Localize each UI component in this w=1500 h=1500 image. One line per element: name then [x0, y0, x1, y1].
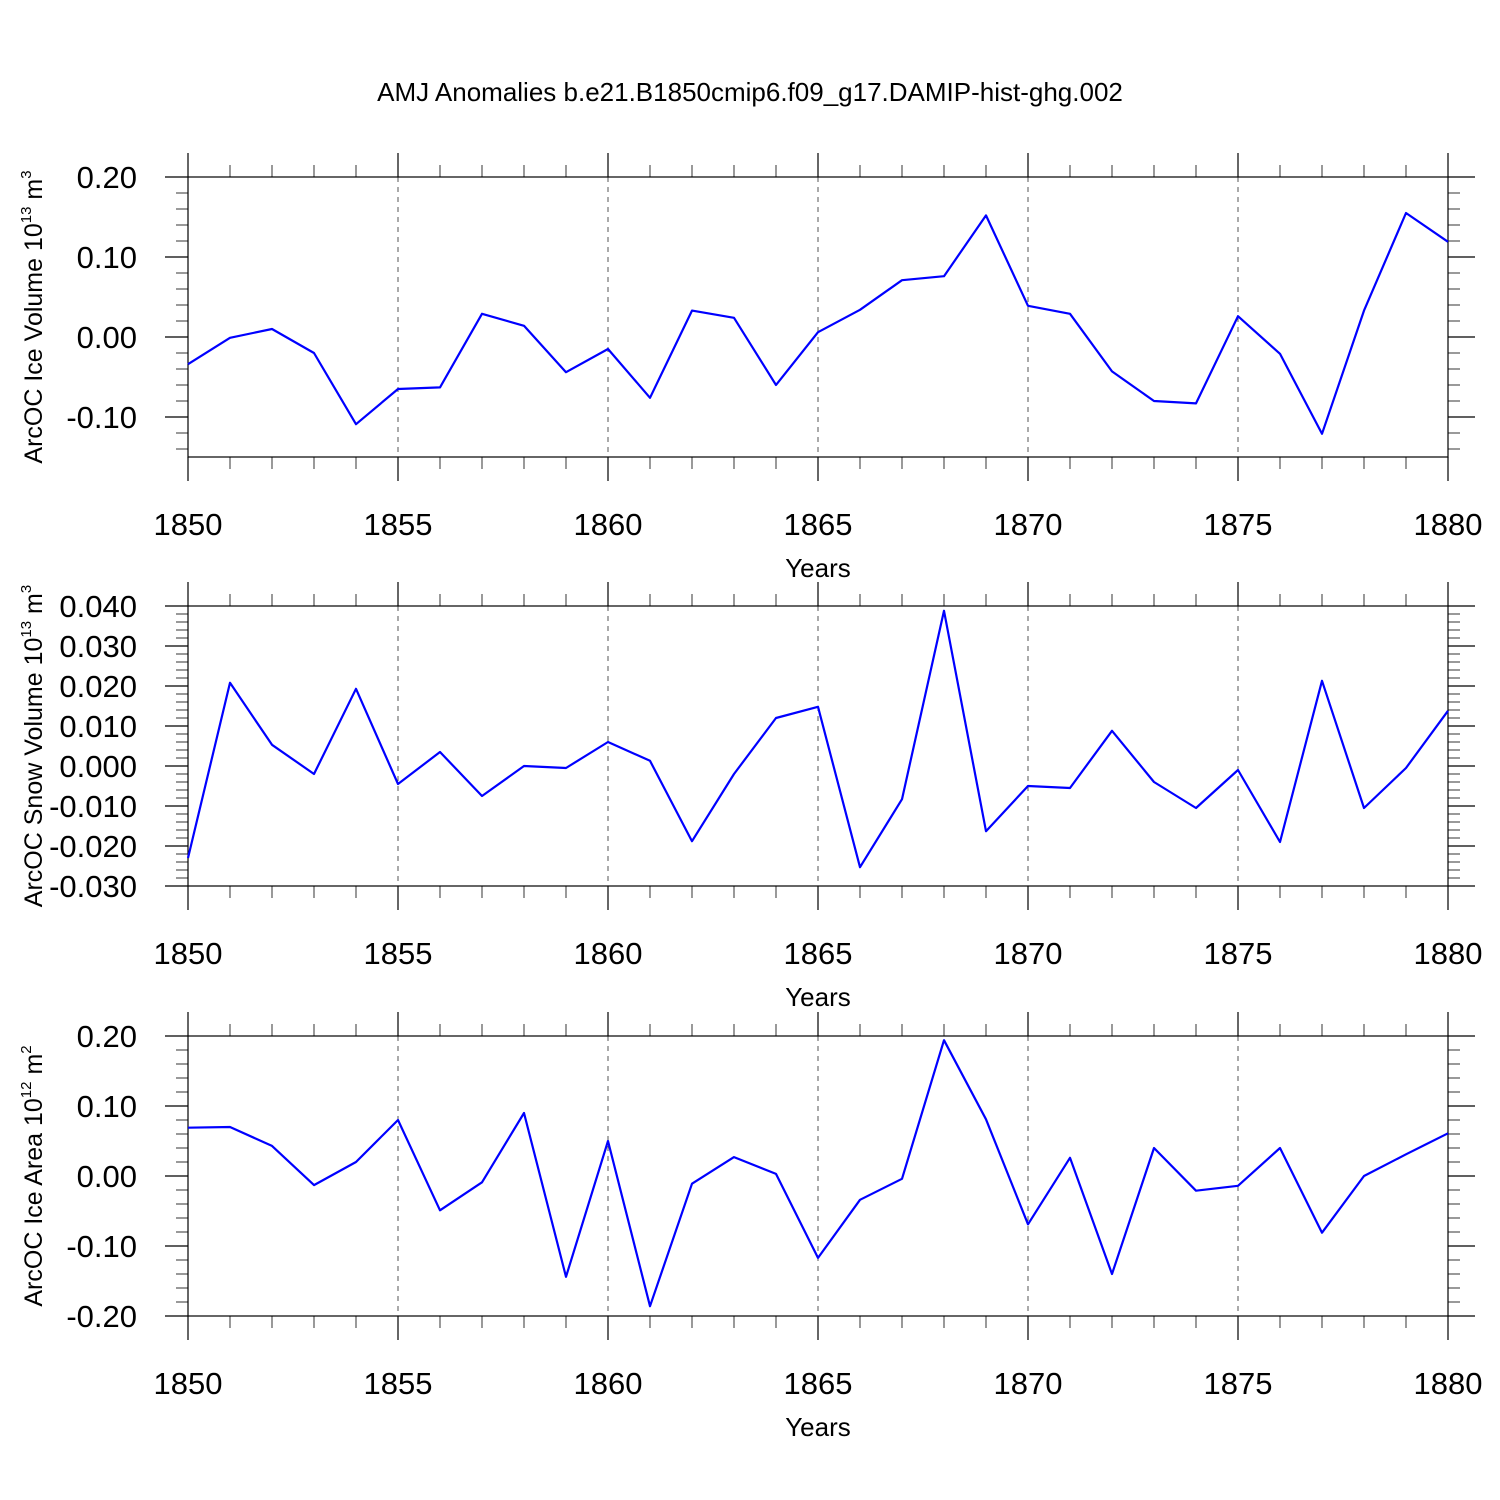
x-tick-label: 1870: [994, 936, 1063, 971]
x-axis-title: Years: [785, 553, 851, 583]
y-axis-title-superscript: 13: [18, 621, 35, 638]
x-tick-label: 1855: [364, 507, 433, 542]
x-tick-label: 1865: [784, 507, 853, 542]
y-axis-title-superscript: 3: [18, 170, 35, 178]
plot-frame: [187, 176, 1449, 458]
y-axis-title-superscript: 3: [18, 585, 35, 593]
x-tick-label: 1875: [1204, 936, 1273, 971]
data-line: [187, 1039, 1449, 1308]
plot-frame: [187, 1035, 1449, 1317]
y-tick-label: 0.010: [59, 709, 137, 744]
x-tick-label: 1880: [1414, 936, 1483, 971]
y-axis-title-superscript: 12: [18, 1082, 35, 1099]
y-tick-label: 0.20: [77, 160, 137, 195]
x-tick-label: 1870: [994, 1366, 1063, 1401]
x-tick-label: 1880: [1414, 1366, 1483, 1401]
y-tick-label: 0.000: [59, 749, 137, 784]
x-tick-label: 1875: [1204, 507, 1273, 542]
y-axis-title-part: ArcOC Snow Volume 10: [20, 638, 48, 908]
x-tick-label: 1875: [1204, 1366, 1273, 1401]
x-tick-label: 1850: [154, 507, 223, 542]
y-axis-title: ArcOC Ice Area 1012 m2: [18, 1045, 48, 1306]
y-axis-title: ArcOC Snow Volume 1013 m3: [18, 585, 48, 907]
y-axis-title: ArcOC Ice Volume 1013 m3: [18, 170, 48, 463]
x-tick-label: 1855: [364, 936, 433, 971]
x-tick-label: 1870: [994, 507, 1063, 542]
plot-frame: [187, 605, 1449, 887]
y-tick-label: -0.10: [66, 400, 137, 435]
y-axis-title-superscript: 2: [18, 1045, 35, 1053]
y-axis-title-part: m: [20, 1054, 48, 1082]
x-tick-label: 1850: [154, 936, 223, 971]
x-tick-label: 1855: [364, 1366, 433, 1401]
x-tick-label: 1860: [574, 507, 643, 542]
x-tick-label: 1850: [154, 1366, 223, 1401]
y-tick-label: 0.020: [59, 669, 137, 704]
y-axis-title-part: m: [20, 593, 48, 621]
y-tick-label: -0.10: [66, 1229, 137, 1264]
data-line: [187, 211, 1449, 435]
y-tick-label: -0.010: [49, 789, 137, 824]
y-axis-title-superscript: 13: [18, 207, 35, 224]
x-tick-label: 1880: [1414, 507, 1483, 542]
x-axis-title: Years: [785, 982, 851, 1012]
y-tick-label: 0.030: [59, 629, 137, 664]
x-tick-label: 1860: [574, 936, 643, 971]
data-line: [186, 609, 1449, 869]
x-tick-label: 1860: [574, 1366, 643, 1401]
y-tick-label: 0.10: [77, 1089, 137, 1124]
y-tick-label: -0.030: [49, 869, 137, 904]
y-tick-label: 0.10: [77, 240, 137, 275]
y-tick-label: 0.040: [59, 589, 137, 624]
x-tick-label: 1865: [784, 936, 853, 971]
y-tick-label: 0.00: [77, 320, 137, 355]
y-tick-label: 0.00: [77, 1159, 137, 1194]
y-tick-label: -0.020: [49, 829, 137, 864]
y-axis-title-part: ArcOC Ice Volume 10: [20, 223, 48, 463]
y-tick-label: 0.20: [77, 1019, 137, 1054]
y-tick-label: -0.20: [66, 1299, 137, 1334]
x-tick-label: 1865: [784, 1366, 853, 1401]
chart-title: AMJ Anomalies b.e21.B1850cmip6.f09_g17.D…: [377, 77, 1123, 107]
y-axis-title-part: m: [20, 179, 48, 207]
x-axis-title: Years: [785, 1412, 851, 1442]
y-axis-title-part: ArcOC Ice Area 10: [20, 1098, 48, 1306]
